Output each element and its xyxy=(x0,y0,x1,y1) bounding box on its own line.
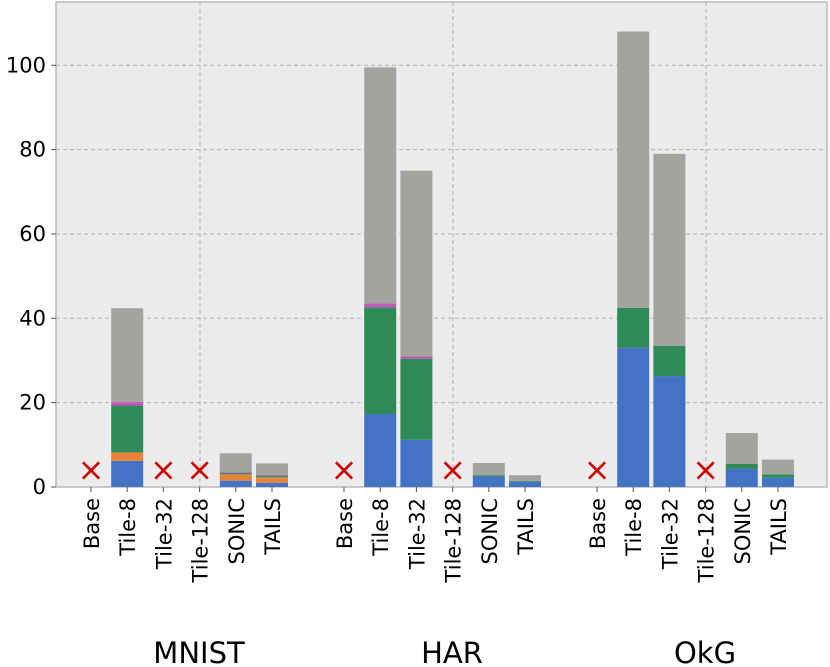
y-tick-label: 20 xyxy=(19,391,46,415)
bar-segment xyxy=(509,481,541,482)
bar-segment xyxy=(111,403,144,407)
bar-segment xyxy=(364,307,397,415)
bar-segment xyxy=(111,406,144,453)
bar-segment xyxy=(653,153,686,346)
bar-segment xyxy=(364,303,397,306)
y-axis-ticks: 0 20 40 60 80 100 xyxy=(6,53,56,499)
bar-segment xyxy=(111,452,144,461)
x-axis-ticks: Base Tile-8 Tile-32 Tile-128 SONIC TAILS Base T… xyxy=(80,487,791,583)
x-tick-label: TAILS xyxy=(767,498,791,556)
x-tick-label: Tile-8 xyxy=(116,498,140,557)
bar-segment xyxy=(256,477,288,483)
bar-segment xyxy=(256,476,288,478)
bar-segment xyxy=(400,170,433,357)
x-tick-label: Tile-32 xyxy=(658,498,682,570)
bar-segment xyxy=(762,477,794,487)
bar-segment xyxy=(400,356,433,358)
bar-segment xyxy=(256,463,288,476)
bar-segment xyxy=(617,307,650,348)
y-tick-label: 80 xyxy=(19,138,46,162)
x-tick-label: Tile-128 xyxy=(442,498,466,583)
bar-segment xyxy=(364,414,397,487)
bar-segment xyxy=(111,460,144,487)
bar-segment xyxy=(400,358,433,440)
bars xyxy=(111,31,794,487)
x-tick-label: Tile-128 xyxy=(189,498,213,583)
bar-segment xyxy=(617,31,650,308)
bar-segment xyxy=(762,474,794,478)
bar-segment xyxy=(725,433,758,464)
y-tick-label: 100 xyxy=(6,53,46,77)
failed-markers: × × × × × × × xyxy=(78,450,719,488)
bar-segment xyxy=(762,459,794,475)
bar-segment xyxy=(509,481,541,487)
bar-segment xyxy=(653,345,686,377)
y-tick-label: 40 xyxy=(19,306,46,330)
y-tick-label: 60 xyxy=(19,222,46,246)
group-label: MNIST xyxy=(153,636,245,667)
bar-segment xyxy=(219,472,252,474)
x-tick-label: SONIC xyxy=(225,498,249,564)
failed-marker: × xyxy=(186,450,213,488)
x-tick-label: Tile-8 xyxy=(369,498,393,557)
group-label: OkG xyxy=(674,636,736,667)
bar-segment xyxy=(472,475,505,477)
bar-segment xyxy=(400,357,433,359)
bar-segment xyxy=(256,482,288,487)
bar-segment xyxy=(111,401,144,404)
grid-lines xyxy=(56,2,827,487)
x-tick-label: Tile-32 xyxy=(152,498,176,570)
bar-segment xyxy=(219,473,252,475)
bar-segment xyxy=(364,305,397,308)
x-tick-label: Base xyxy=(80,498,104,549)
failed-marker: × xyxy=(331,450,358,488)
group-label: HAR xyxy=(421,636,483,667)
bar-segment xyxy=(725,468,758,487)
bar-segment xyxy=(472,476,505,487)
failed-marker: × xyxy=(150,450,177,488)
bar-segment xyxy=(617,347,650,487)
x-tick-label: Base xyxy=(333,498,357,549)
plot-background xyxy=(55,1,828,488)
x-tick-label: Tile-32 xyxy=(405,498,429,570)
x-tick-label: TAILS xyxy=(514,498,538,556)
bar-segment xyxy=(256,475,288,477)
bar-segment xyxy=(364,67,397,304)
y-tick-label: 0 xyxy=(33,475,46,499)
x-tick-label: SONIC xyxy=(731,498,755,564)
failed-marker: × xyxy=(78,450,105,488)
x-tick-label: Base xyxy=(586,498,610,549)
bar-segment xyxy=(400,439,433,487)
group-labels: MNIST HAR OkG xyxy=(153,636,736,667)
failed-marker: × xyxy=(439,450,466,488)
bar-segment xyxy=(472,462,505,476)
x-tick-label: Tile-128 xyxy=(695,498,719,583)
x-tick-label: Tile-8 xyxy=(622,498,646,557)
bar-segment xyxy=(509,475,541,482)
x-tick-label: TAILS xyxy=(261,498,285,556)
x-tick-label: SONIC xyxy=(478,498,502,564)
bar-segment xyxy=(725,463,758,469)
bar-segment xyxy=(219,480,252,487)
bar-segment xyxy=(219,453,252,473)
bar-segment xyxy=(219,474,252,481)
bar-segment xyxy=(111,308,144,402)
bar-segment xyxy=(653,376,686,487)
failed-marker: × xyxy=(584,450,611,488)
failed-marker: × xyxy=(692,450,719,488)
